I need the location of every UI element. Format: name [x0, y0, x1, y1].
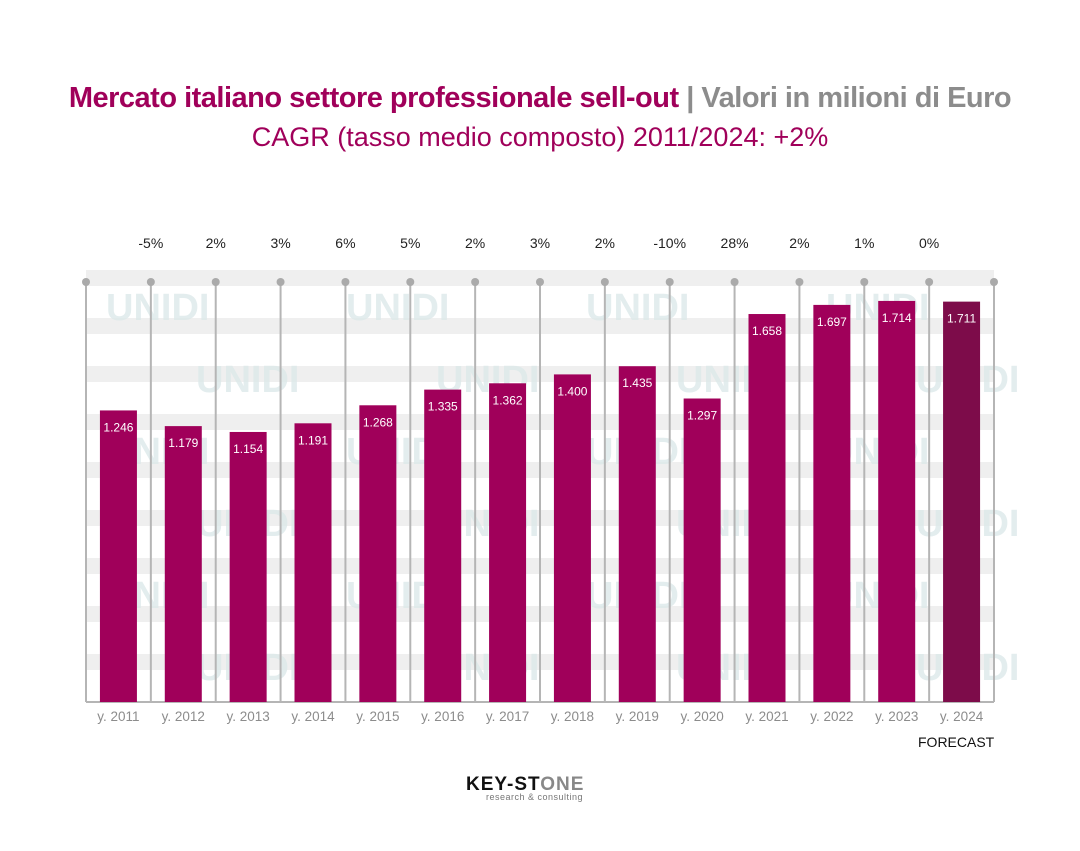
divider-dot [990, 278, 998, 286]
growth-label: 3% [530, 235, 550, 251]
data-label: 1.658 [752, 324, 782, 338]
divider-dot [665, 278, 674, 286]
x-tick-label: y. 2014 [291, 709, 335, 724]
data-label: 1.435 [622, 376, 652, 390]
chart-title: Mercato italiano settore professionale s… [0, 82, 1080, 115]
divider-dot [536, 278, 544, 286]
data-label: 1.297 [687, 409, 717, 423]
bar-y2014 [294, 423, 332, 702]
bar-y2017 [489, 383, 527, 702]
title-unit: | Valori in milioni di Euro [678, 82, 1012, 114]
divider-dot [730, 278, 739, 286]
x-tick-label: y. 2024 [940, 709, 984, 724]
data-label: 1.179 [168, 436, 198, 450]
x-tick-label: y. 2020 [680, 709, 723, 724]
forecast-label: FORECAST [918, 734, 995, 750]
x-tick-label: y. 2018 [551, 709, 594, 724]
data-label: 1.335 [428, 400, 458, 414]
growth-label: 28% [721, 235, 749, 251]
bar-y2012 [164, 426, 202, 702]
growth-label: 2% [789, 235, 809, 251]
data-label: 1.362 [493, 393, 523, 407]
watermark: UNIDI [586, 287, 689, 329]
bar-y2021 [748, 314, 786, 702]
bar-y2016 [424, 389, 462, 702]
bar-y2015 [359, 405, 397, 702]
divider-dot [471, 278, 480, 286]
logo-part1: KEY-ST [466, 774, 541, 795]
divider-dot [146, 278, 155, 286]
divider-dot [600, 278, 609, 286]
watermark: UNIDI [196, 359, 299, 401]
bar-y2018 [553, 374, 591, 702]
x-tick-label: y. 2013 [226, 709, 269, 724]
growth-label: 2% [465, 235, 485, 251]
data-label: 1.711 [947, 312, 976, 326]
divider-dot [925, 278, 934, 286]
growth-label: 1% [854, 235, 874, 251]
x-tick-label: y. 2016 [421, 709, 464, 724]
bar-y2022 [813, 304, 851, 702]
divider-dot [211, 278, 220, 286]
data-label: 1.154 [233, 442, 263, 456]
divider-dot [406, 278, 415, 286]
watermark: UNIDI [346, 287, 449, 329]
data-label: 1.268 [363, 415, 393, 429]
growth-label: -5% [138, 235, 163, 251]
x-tick-label: y. 2022 [810, 709, 853, 724]
data-label: 1.191 [298, 433, 328, 447]
divider-dot [860, 278, 869, 286]
x-tick-label: y. 2019 [616, 709, 659, 724]
x-tick-label: y. 2011 [97, 709, 139, 724]
x-tick-label: y. 2017 [486, 709, 529, 724]
growth-label: 6% [335, 235, 355, 251]
title-main: Mercato italiano settore professionale s… [68, 82, 679, 114]
data-label: 1.697 [817, 315, 847, 329]
x-tick-label: y. 2015 [356, 709, 399, 724]
growth-label: 2% [595, 235, 615, 251]
divider-dot [276, 278, 285, 286]
bar-y2023 [878, 300, 916, 702]
growth-label: 0% [919, 235, 939, 251]
bar-y2024 [943, 301, 981, 702]
growth-label: 2% [206, 235, 226, 251]
bar-y2013 [229, 431, 267, 702]
data-label: 1.246 [103, 420, 133, 434]
data-label: 1.714 [882, 311, 912, 325]
growth-label: -10% [653, 235, 686, 251]
growth-label: 5% [400, 235, 420, 251]
logo-tagline: research & consulting [486, 792, 584, 802]
watermark: UNIDI [106, 287, 209, 329]
divider-dot [341, 278, 350, 286]
x-tick-label: y. 2012 [162, 709, 205, 724]
bar-y2020 [683, 398, 721, 702]
bar-y2011 [99, 410, 137, 702]
logo-part2: ONE [540, 774, 585, 795]
data-label: 1.400 [557, 384, 587, 398]
growth-label: 3% [270, 235, 290, 251]
x-tick-label: y. 2021 [745, 709, 788, 724]
x-tick-label: y. 2023 [875, 709, 918, 724]
bar-y2019 [618, 366, 656, 702]
divider-dot [795, 278, 804, 286]
keystone-logo: KEY-STONE research & consulting [466, 774, 584, 802]
chart-subtitle: CAGR (tasso medio composto) 2011/2024: +… [251, 122, 829, 152]
divider-dot [82, 278, 90, 286]
